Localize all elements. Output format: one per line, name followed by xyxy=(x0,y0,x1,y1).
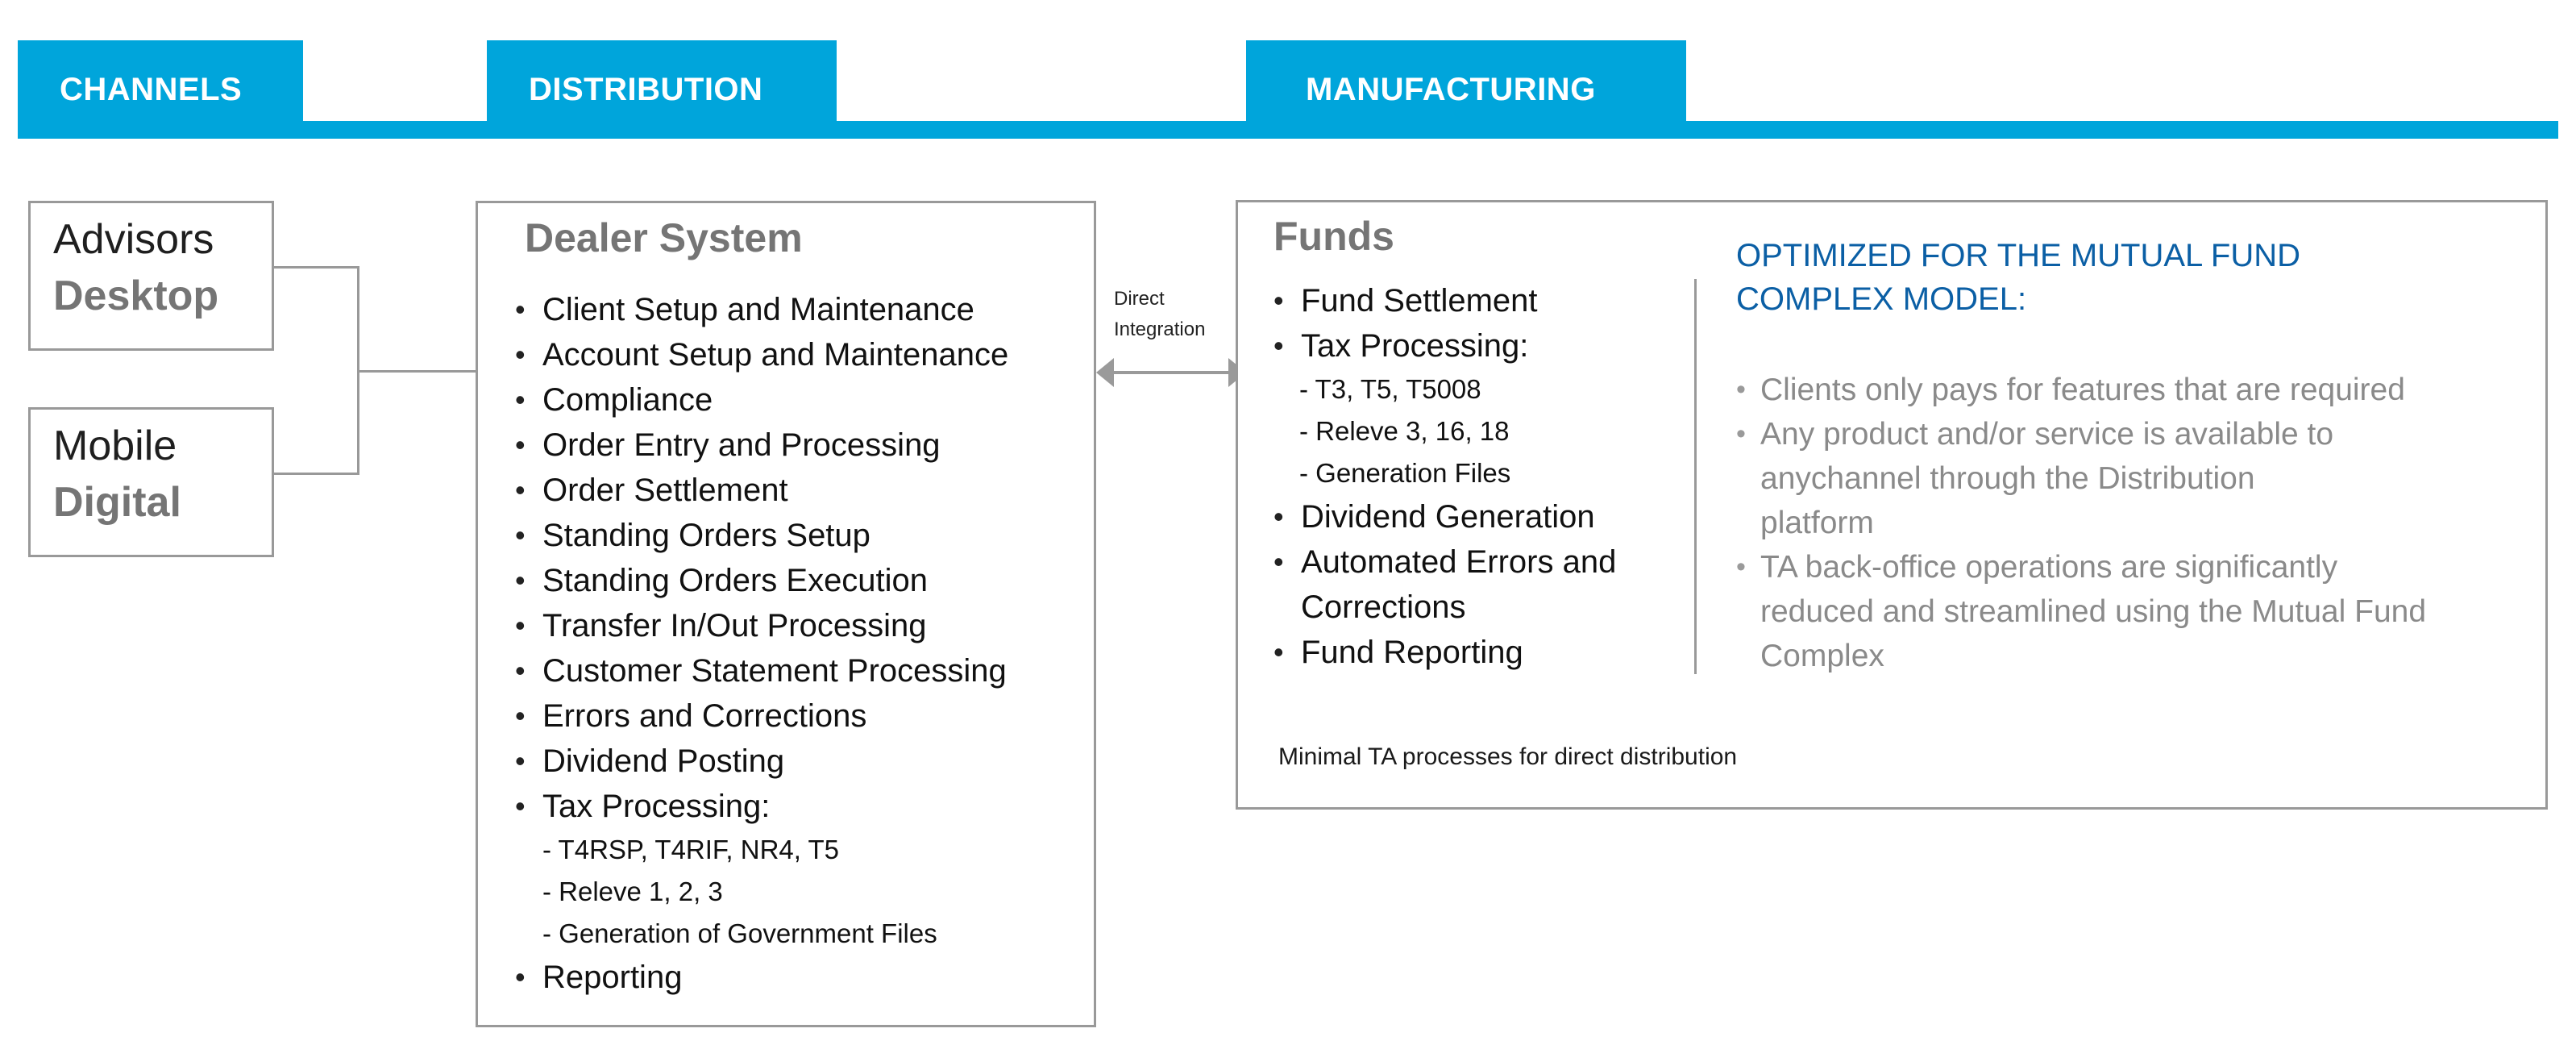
optimized-title-line1: OPTIMIZED FOR THE MUTUAL FUND xyxy=(1736,238,2300,273)
direct-integration-line1: Direct xyxy=(1114,288,1165,310)
list-item: TA back-office operations are significan… xyxy=(1736,545,2445,678)
list-item: Compliance xyxy=(515,377,1094,423)
list-subitem: - T4RSP, T4RIF, NR4, T5 xyxy=(542,835,840,864)
list-item: Clients only pays for features that are … xyxy=(1736,368,2486,412)
tab-distribution-label: DISTRIBUTION xyxy=(529,71,763,107)
list-item: Fund Settlement xyxy=(1273,278,1676,323)
list-item: Any product and/or service is available … xyxy=(1736,412,2373,545)
dealer-feature-list: Client Setup and Maintenance Account Set… xyxy=(515,287,1094,1000)
list-item: Order Entry and Processing xyxy=(515,423,1094,468)
list-subitem: - Generation Files xyxy=(1299,458,1511,488)
optimized-title: OPTIMIZED FOR THE MUTUAL FUND COMPLEX MO… xyxy=(1736,234,2300,321)
list-item: Automated Errors and Corrections xyxy=(1273,539,1656,630)
list-item: Fund Reporting xyxy=(1273,630,1676,675)
channel-line2: Digital xyxy=(53,479,181,526)
connector-advisors xyxy=(274,266,359,269)
optimized-title-line2: COMPLEX MODEL: xyxy=(1736,281,2027,317)
tab-manufacturing: MANUFACTURING xyxy=(1246,40,1686,139)
list-item: Transfer In/Out Processing xyxy=(515,603,1094,648)
list-item: Order Settlement xyxy=(515,468,1094,513)
channel-line1: Advisors xyxy=(53,216,214,263)
tab-distribution: DISTRIBUTION xyxy=(487,40,837,139)
dealer-system-box: Dealer System Client Setup and Maintenan… xyxy=(476,201,1096,1027)
list-item: Dividend Posting xyxy=(515,739,1094,784)
list-item: Standing Orders Setup xyxy=(515,513,1094,558)
direct-integration-line2: Integration xyxy=(1114,319,1206,340)
double-arrow-icon xyxy=(1096,358,1246,387)
funds-footnote: Minimal TA processes for direct distribu… xyxy=(1278,743,1738,770)
connector-to-dealer xyxy=(357,370,476,373)
list-item: Client Setup and Maintenance xyxy=(515,287,1094,332)
list-item: Account Setup and Maintenance xyxy=(515,332,1094,377)
list-subitem: - Releve 3, 16, 18 xyxy=(1299,416,1510,446)
list-subitem: - Releve 1, 2, 3 xyxy=(542,877,723,906)
channel-line2: Desktop xyxy=(53,273,219,319)
list-item: Reporting xyxy=(515,955,1094,1000)
list-item: Standing Orders Execution xyxy=(515,558,1094,603)
dealer-system-title: Dealer System xyxy=(525,215,803,260)
list-subitem: - T3, T5, T5008 xyxy=(1299,374,1481,404)
list-item: Errors and Corrections xyxy=(515,693,1094,739)
list-item: Customer Statement Processing xyxy=(515,648,1094,693)
list-item: Tax Processing: xyxy=(1273,323,1676,369)
tab-channels-label: CHANNELS xyxy=(60,71,243,107)
list-item: Tax Processing: xyxy=(515,784,1094,829)
optimized-benefits-list: Clients only pays for features that are … xyxy=(1736,368,2486,678)
list-subitem: - Generation of Government Files xyxy=(542,918,937,948)
list-item: Dividend Generation xyxy=(1273,494,1676,539)
connector-mobile xyxy=(274,473,359,475)
direct-integration-label: Direct Integration xyxy=(1114,284,1205,345)
tab-channels: CHANNELS xyxy=(18,40,303,139)
funds-divider xyxy=(1694,279,1697,674)
tab-manufacturing-label: MANUFACTURING xyxy=(1306,71,1596,107)
funds-title: Funds xyxy=(1273,214,1394,259)
channel-box-advisors: Advisors Desktop xyxy=(28,201,274,351)
channel-box-mobile: Mobile Digital xyxy=(28,407,274,557)
funds-feature-list: Fund Settlement Tax Processing: - T3, T5… xyxy=(1273,278,1676,675)
channel-line1: Mobile xyxy=(53,423,177,469)
